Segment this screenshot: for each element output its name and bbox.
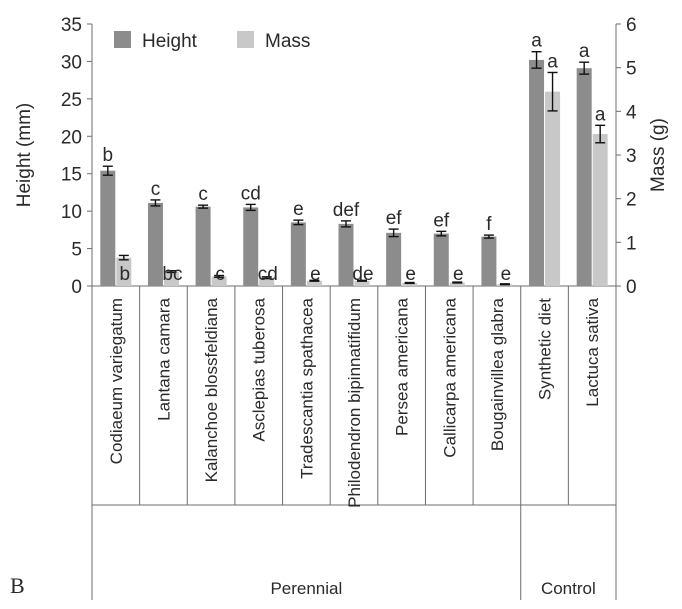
y-left-tick-label: 0 bbox=[71, 277, 82, 298]
category-label: Philodendron bipinnatifidum bbox=[345, 298, 364, 508]
bar-height bbox=[433, 233, 449, 286]
bar-height bbox=[529, 59, 545, 286]
significance-letter-mass: b bbox=[120, 264, 131, 285]
category-label: Kalanchoe blossfeldiana bbox=[202, 297, 221, 482]
significance-letter-mass: bc bbox=[162, 264, 182, 285]
y-right-tick-label: 0 bbox=[626, 277, 637, 298]
significance-letter-mass: e bbox=[453, 264, 464, 285]
bar-mass bbox=[259, 277, 275, 286]
significance-letter-mass: cd bbox=[258, 264, 278, 285]
category-label: Tradescantia spathacea bbox=[297, 297, 316, 478]
significance-letter-height: f bbox=[486, 214, 492, 235]
legend-label-mass: Mass bbox=[265, 31, 310, 52]
significance-letter-height: e bbox=[293, 199, 304, 220]
category-label: Lantana camara bbox=[154, 297, 173, 420]
significance-letter-height: ef bbox=[433, 210, 450, 231]
y-axis-left-title: Height (mm) bbox=[14, 103, 35, 208]
y-right-tick-label: 2 bbox=[626, 190, 637, 211]
y-right-tick-label: 6 bbox=[626, 15, 637, 36]
y-axis-right-title: Mass (g) bbox=[648, 118, 669, 192]
bar-mass bbox=[306, 280, 322, 286]
bar-mass bbox=[163, 271, 179, 286]
y-left-tick-label: 30 bbox=[61, 52, 82, 73]
significance-letter-mass: de bbox=[352, 264, 373, 285]
y-right-tick-label: 3 bbox=[626, 146, 637, 167]
category-label: Lactuca sativa bbox=[583, 297, 602, 406]
bar-mass bbox=[592, 134, 608, 286]
legend-swatch-mass bbox=[237, 31, 254, 48]
y-right-tick-label: 1 bbox=[626, 233, 637, 254]
y-left-tick-label: 15 bbox=[61, 165, 82, 186]
bar-height bbox=[338, 223, 354, 286]
category-label: Persea americana bbox=[393, 297, 412, 436]
bar-height bbox=[147, 202, 163, 286]
bar-mass bbox=[354, 280, 370, 286]
y-left-tick-label: 20 bbox=[61, 127, 82, 148]
group-label: Perennial bbox=[270, 579, 342, 598]
y-right-tick-label: 5 bbox=[626, 59, 637, 80]
significance-letter-height: b bbox=[103, 145, 114, 166]
significance-letter-mass: c bbox=[215, 264, 225, 285]
bar-height bbox=[386, 232, 402, 286]
significance-letter-height: a bbox=[579, 41, 590, 62]
significance-letter-mass: e bbox=[501, 264, 512, 285]
bar-height bbox=[195, 206, 211, 286]
legend-label-height: Height bbox=[142, 31, 198, 52]
category-label: Callicarpa americana bbox=[440, 297, 459, 457]
panel-letter: B bbox=[10, 573, 25, 598]
y-left-tick-label: 5 bbox=[71, 240, 82, 261]
bar-height bbox=[100, 170, 116, 286]
bar-mass bbox=[402, 282, 418, 286]
y-left-tick-label: 10 bbox=[61, 202, 82, 223]
legend-swatch-height bbox=[114, 31, 131, 48]
bar-mass bbox=[545, 91, 561, 286]
bar-height bbox=[576, 68, 592, 286]
y-left-tick-label: 25 bbox=[61, 90, 82, 111]
bar-mass bbox=[116, 257, 132, 286]
y-right-tick-label: 4 bbox=[626, 102, 637, 123]
significance-letter-mass: e bbox=[310, 264, 321, 285]
significance-letter-mass: a bbox=[547, 51, 558, 72]
category-label: Asclepias tuberosa bbox=[250, 297, 269, 441]
significance-letter-mass: a bbox=[595, 104, 606, 125]
significance-letter-height: def bbox=[333, 200, 360, 221]
significance-letter-height: c bbox=[151, 179, 161, 200]
significance-letter-height: c bbox=[198, 184, 208, 205]
group-label: Control bbox=[541, 579, 596, 598]
significance-letter-height: cd bbox=[241, 183, 261, 204]
bar-height bbox=[243, 207, 259, 286]
significance-letter-height: a bbox=[531, 31, 542, 52]
bar-height bbox=[290, 222, 306, 286]
category-label: Synthetic diet bbox=[536, 298, 555, 400]
significance-letter-height: ef bbox=[386, 208, 403, 229]
bar-mass bbox=[449, 282, 465, 286]
y-left-tick-label: 35 bbox=[61, 15, 82, 36]
significance-letter-mass: e bbox=[405, 264, 416, 285]
category-label: Codiaeum variegatum bbox=[107, 298, 126, 464]
bar-height bbox=[481, 236, 497, 286]
category-label: Bougainvillea glabra bbox=[488, 297, 507, 451]
bar-mass bbox=[211, 276, 227, 286]
